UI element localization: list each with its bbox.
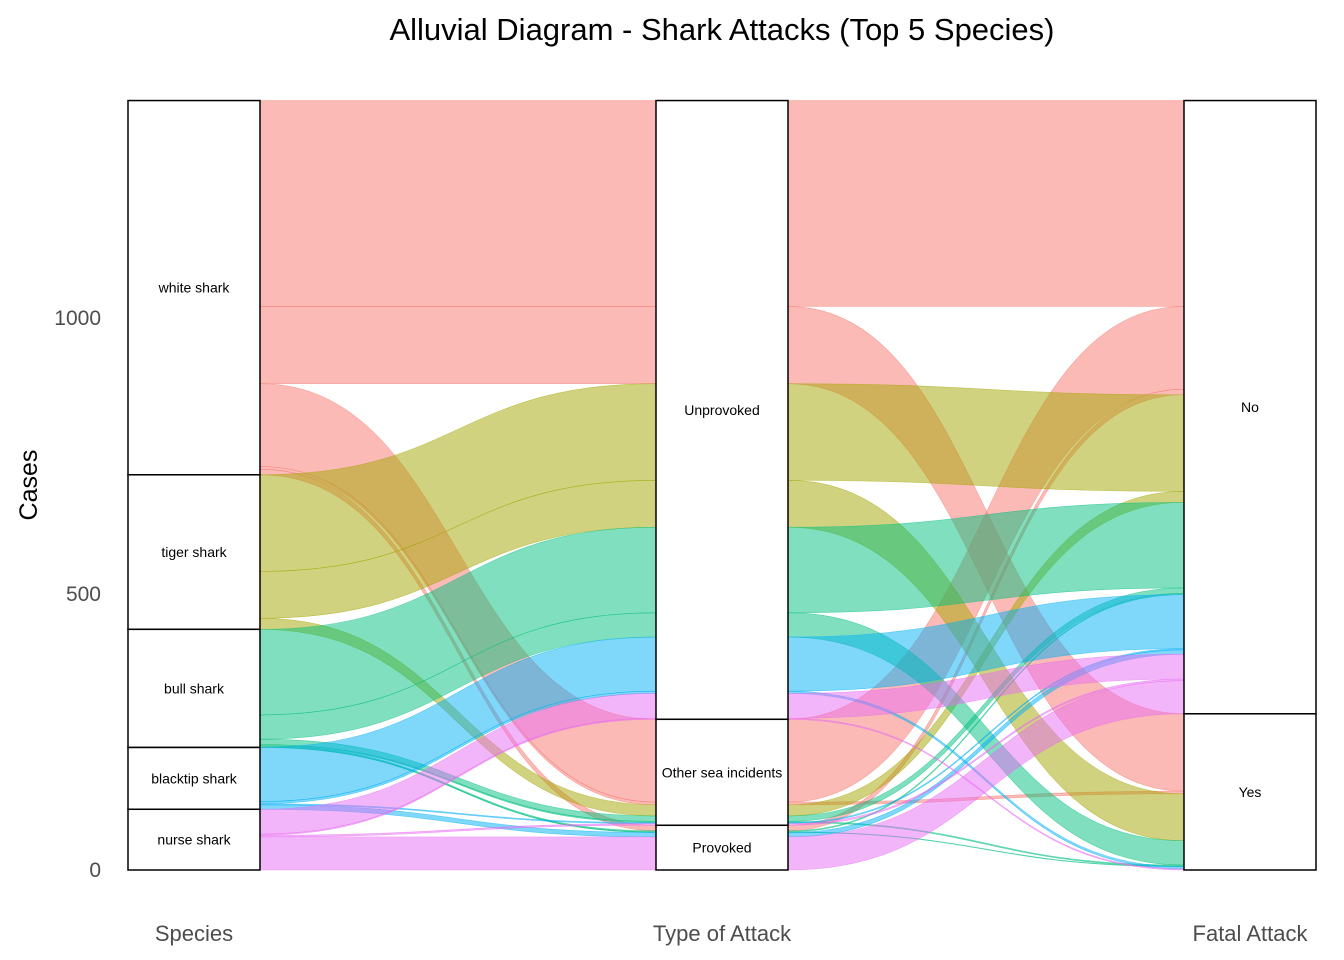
stratum-no (1183, 99, 1317, 715)
flow-white-shark-unprovoked-yes-seg1 (259, 306, 657, 385)
flow-white-shark-unprovoked-no-seg2 (787, 100, 1185, 307)
strata-boxes: white shark tiger shark bull shark blacktip… (127, 99, 1317, 871)
stratum-label-provoked: Provoked (692, 840, 751, 856)
stratum-nurse-shark (127, 808, 261, 871)
stratum-provoked (655, 824, 789, 871)
y-tick-label-1000: 1000 (54, 307, 101, 330)
x-axis-labels: Species Type of Attack Fatal Attack (155, 921, 1309, 946)
flow-white-shark-unprovoked-no-seg1 (259, 100, 657, 307)
stratum-label-white-shark: white shark (158, 280, 231, 296)
stratum-label-yes: Yes (1239, 784, 1262, 800)
y-axis-ticks: 0 500 1000 (54, 307, 101, 882)
flow-tiger-shark-unprovoked-no-seg2 (787, 383, 1185, 492)
stratum-yes (1183, 713, 1317, 871)
stratum-unprovoked (655, 99, 789, 721)
x-axis-label-fatal-attack: Fatal Attack (1193, 921, 1309, 946)
stratum-label-bull-shark: bull shark (164, 680, 225, 696)
flow-nurse-shark-provoked-no-seg1 (259, 836, 657, 871)
y-tick-label-0: 0 (89, 859, 101, 882)
stratum-blacktip-shark (127, 746, 261, 811)
alluvial-flows (259, 100, 1185, 871)
x-axis-label-type-of-attack: Type of Attack (653, 921, 792, 946)
stratum-other-sea-incidents (655, 718, 789, 827)
stratum-tiger-shark (127, 474, 261, 631)
y-tick-label-500: 500 (66, 583, 101, 606)
x-axis-label-species: Species (155, 921, 233, 946)
stratum-white-shark (127, 99, 261, 476)
stratum-label-no: No (1241, 399, 1259, 415)
y-axis-label: Cases (15, 450, 43, 521)
stratum-label-tiger-shark: tiger shark (161, 544, 227, 560)
stratum-label-other-sea-incidents: Other sea incidents (662, 764, 783, 780)
stratum-label-nurse-shark: nurse shark (157, 832, 231, 848)
stratum-bull-shark (127, 628, 261, 749)
stratum-label-blacktip-shark: blacktip shark (151, 770, 238, 786)
chart-title: Alluvial Diagram - Shark Attacks (Top 5 … (389, 12, 1054, 47)
stratum-label-unprovoked: Unprovoked (684, 402, 760, 418)
